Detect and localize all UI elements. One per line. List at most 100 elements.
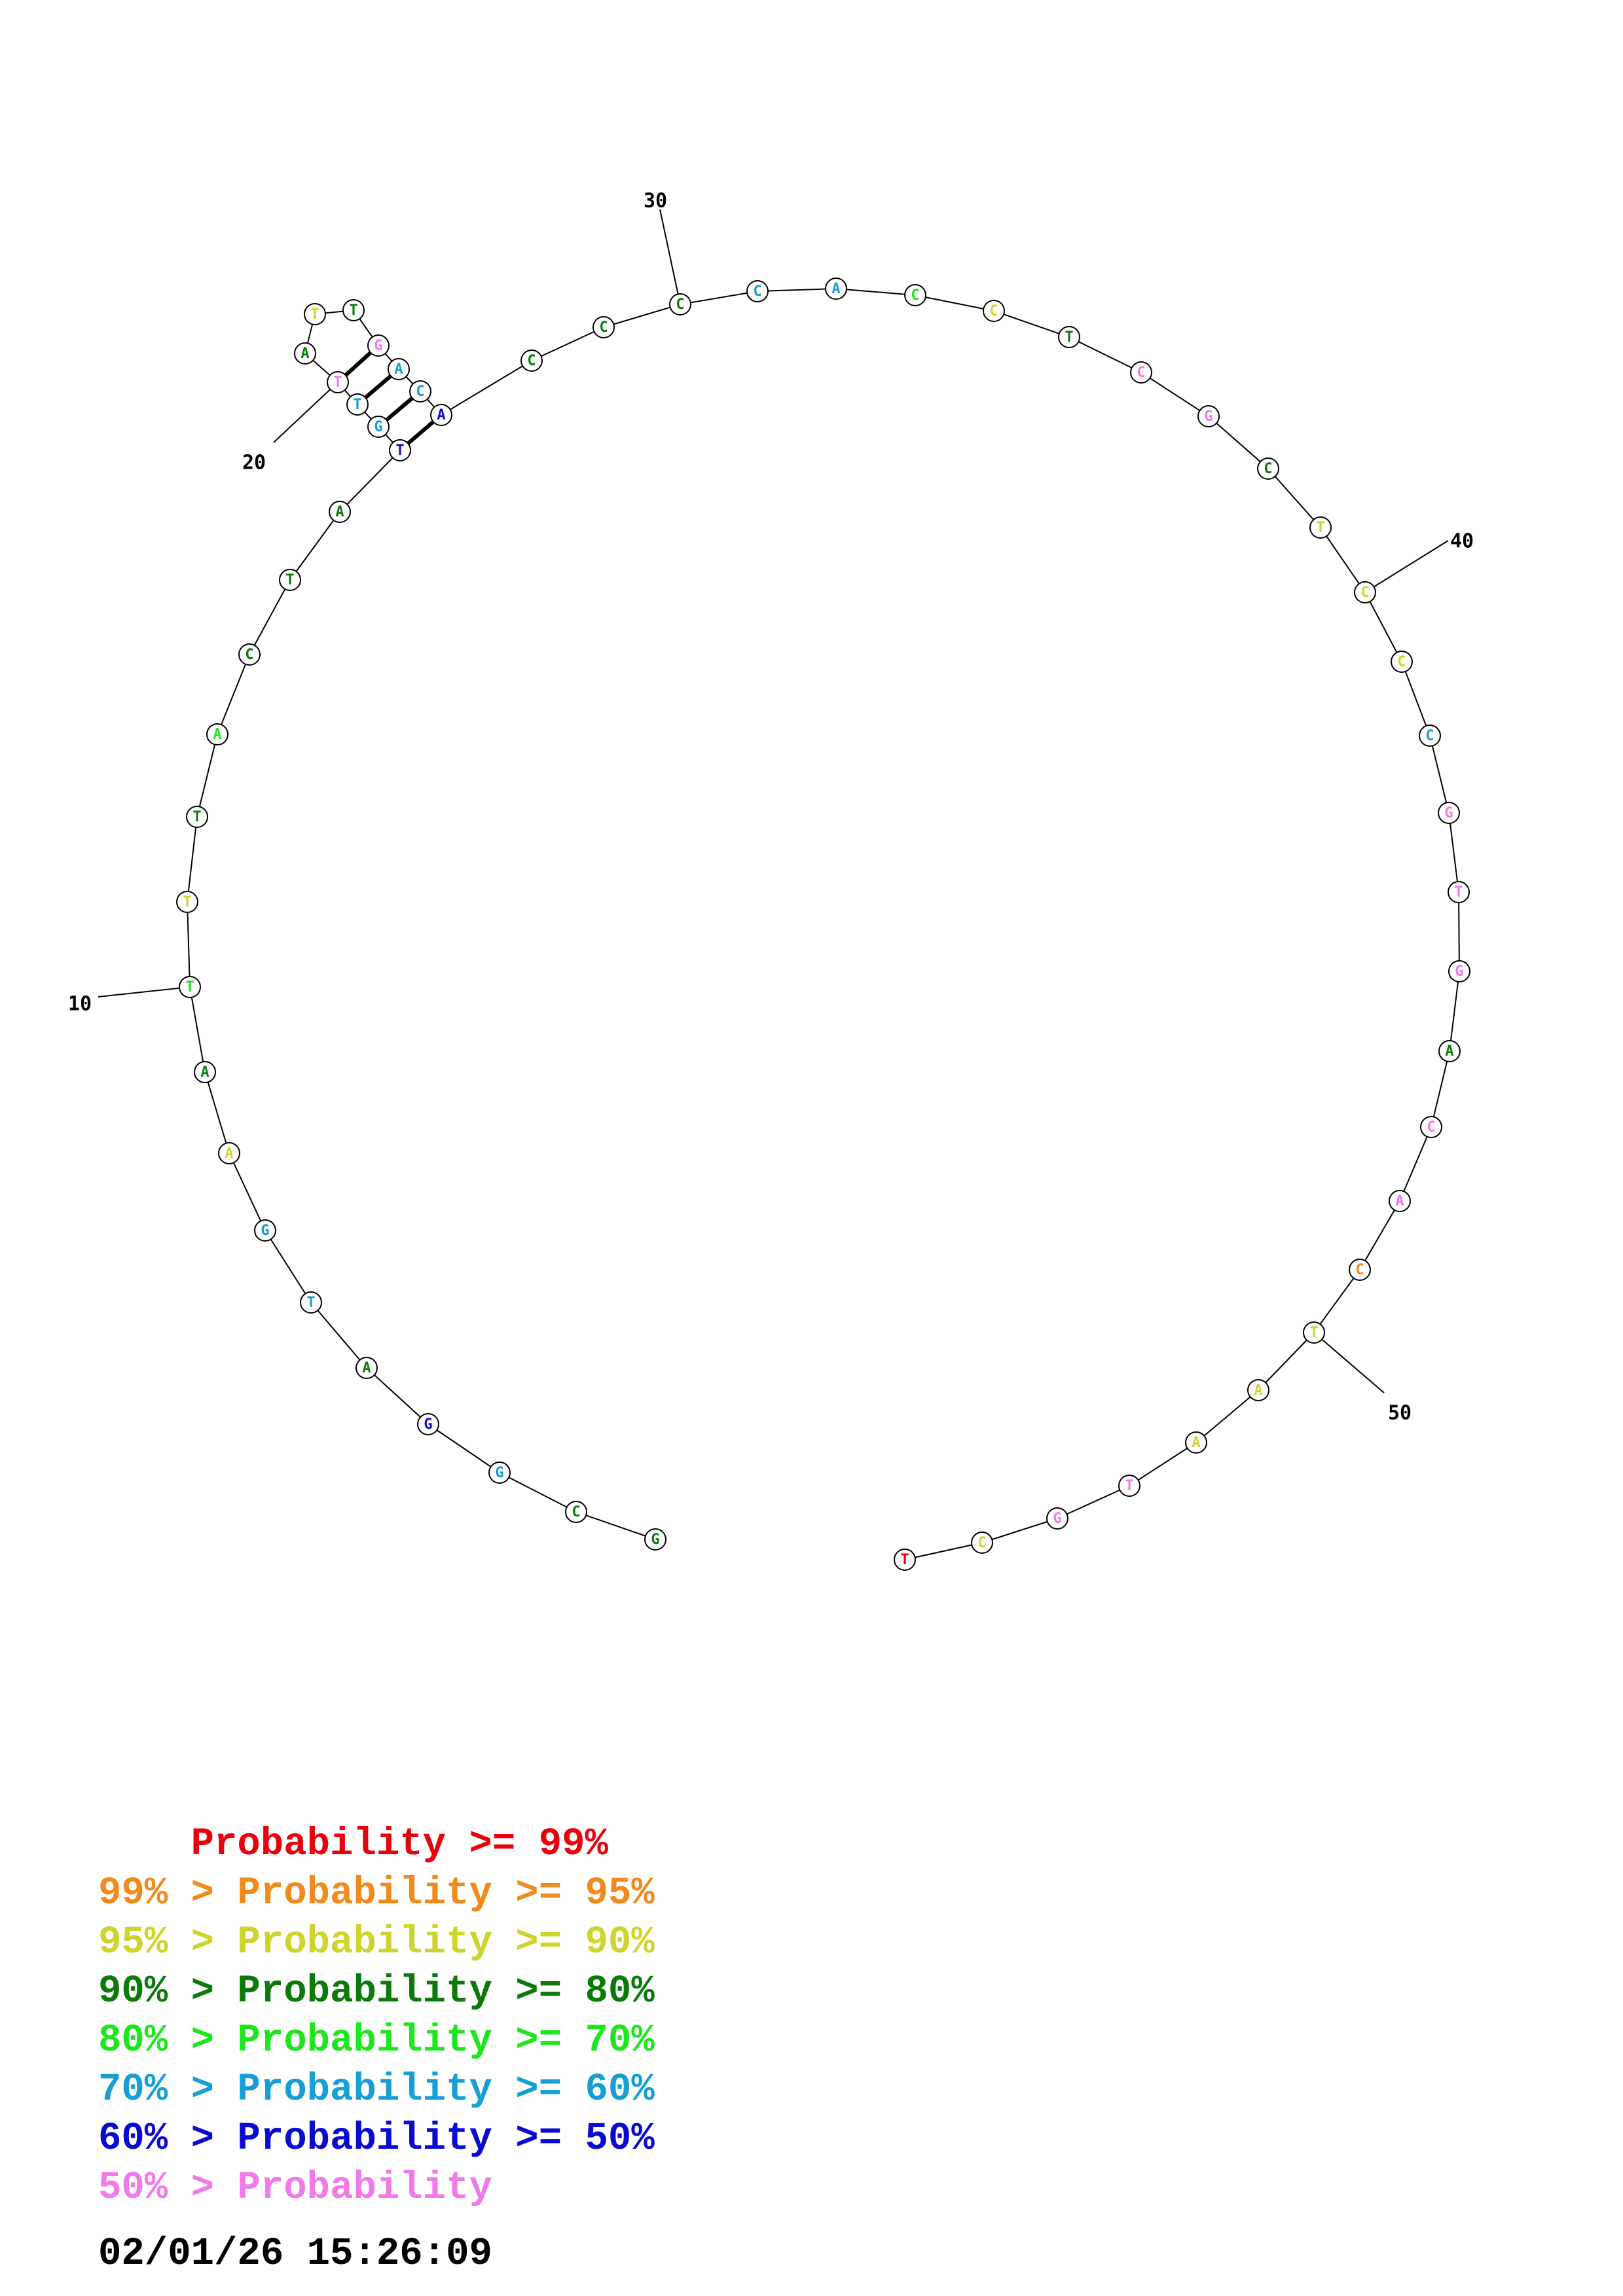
backbone-segment-28-29 (531, 327, 604, 361)
legend-row-4: 90% > Probability >= 80% (98, 1969, 655, 2013)
backbone-segment-36-37 (1140, 372, 1209, 417)
backbone-segment-49-50 (1313, 1269, 1360, 1333)
nucleotide-letter: G (495, 1465, 503, 1481)
backbone-segment-27-28 (441, 360, 532, 416)
nucleotide-circle (894, 1549, 916, 1571)
nucleotide-circle (746, 280, 769, 302)
nucleotide-16: A (329, 501, 351, 523)
nucleotide-circle (1247, 1379, 1269, 1401)
nucleotide-36: C (1130, 361, 1152, 384)
nucleotide-circle (971, 1532, 993, 1554)
nucleotide-letter: C (911, 287, 919, 304)
nucleotide-circle (356, 1357, 378, 1379)
backbone-segment-35-36 (1068, 336, 1142, 373)
nucleotide-letter: G (374, 419, 382, 435)
nucleotide-letter: C (1264, 461, 1272, 477)
nucleotide-circle (1303, 1321, 1325, 1344)
nucleotide-letter: A (335, 504, 344, 520)
nucleotide-letter: G (1455, 963, 1463, 980)
nucleotide-circle (1257, 457, 1279, 480)
nucleotide-letter: C (1137, 365, 1145, 381)
nucleotide-circle (644, 1528, 666, 1551)
nucleotide-letter: T (1065, 329, 1073, 346)
nucleotide-circle (389, 439, 411, 461)
backbone-segment-31-32 (757, 288, 837, 292)
backbone-segment-16-17 (339, 450, 401, 512)
nucleotide-55: C (971, 1532, 993, 1554)
position-ticks: 10 20 30 40 50 (68, 190, 1474, 1425)
legend-row-3: 95% > Probability >= 90% (98, 1920, 655, 1964)
nucleotide-circle (1438, 802, 1460, 824)
backbone-segment-51-52 (1195, 1390, 1259, 1443)
nucleotide-circle (327, 371, 349, 393)
nucleotide-39: T (1309, 516, 1332, 539)
backbone-segment-2-3 (499, 1472, 577, 1513)
nucleotide-letter: T (192, 809, 201, 825)
nucleotide-circle (1448, 881, 1470, 903)
backbone-segment-48-49 (1359, 1200, 1400, 1270)
backbone-segment-41-42 (1401, 661, 1431, 736)
nucleotide-circle (342, 299, 365, 321)
backbone-segment-47-48 (1399, 1126, 1432, 1202)
backbone-segment-6-7 (264, 1230, 312, 1303)
nucleotide-letter: T (1309, 1325, 1318, 1341)
legend-row-5: 80% > Probability >= 70% (98, 2018, 655, 2062)
nucleotide-letter: A (200, 1064, 209, 1081)
nucleotide-44: T (1448, 881, 1470, 903)
nucleotide-letter: C (527, 353, 536, 369)
nucleotide-28: C (520, 350, 543, 372)
nucleotide-circle (1197, 405, 1220, 427)
nucleotide-circle (669, 293, 691, 315)
nucleotide-letter: A (437, 407, 445, 423)
nucleotide-letter: C (245, 647, 253, 663)
nucleotide-circle (279, 569, 301, 591)
nucleotide-52: A (1185, 1431, 1207, 1454)
nucleotide-letter: C (1397, 654, 1406, 670)
nucleotide-37: G (1197, 405, 1220, 427)
nucleotide-9: A (194, 1061, 216, 1083)
nucleotide-letter: A (831, 281, 840, 297)
backbone-segment-33-34 (915, 295, 994, 312)
nucleotide-45: G (1448, 960, 1470, 982)
nucleotide-letter: T (1125, 1478, 1133, 1494)
nucleotide-circle (565, 1501, 587, 1523)
nucleotide-circle (417, 1413, 439, 1435)
nucleotide-29: C (593, 316, 615, 338)
nucleotide-circle (186, 806, 208, 828)
nucleotide-circle (1309, 516, 1332, 539)
nucleotide-circle (254, 1219, 276, 1242)
nucleotide-letter: T (353, 397, 361, 413)
nucleotide-letter: A (1192, 1435, 1200, 1451)
nucleotide-41: C (1391, 651, 1413, 673)
backbone-segment-42-43 (1429, 735, 1450, 814)
nucleotide-3: G (488, 1462, 511, 1484)
nucleotide-31: C (746, 280, 769, 302)
nucleotide-letter: T (306, 1295, 315, 1311)
position-label-40: 40 (1450, 530, 1474, 553)
nucleotide-circle (238, 643, 261, 666)
nucleotide-letter: A (362, 1360, 371, 1376)
backbone-segment-39-40 (1320, 527, 1366, 593)
position-label-10: 10 (68, 993, 92, 1016)
nucleotide-letter: T (900, 1552, 909, 1568)
nucleotide-25: A (388, 358, 410, 380)
nucleotide-letter: T (183, 894, 191, 910)
nucleotide-letter: C (416, 384, 424, 400)
nucleotide-46: A (1438, 1040, 1461, 1062)
nucleotide-circle (346, 393, 369, 416)
backbone-segment-13-14 (217, 654, 250, 735)
nucleotide-circle (329, 501, 351, 523)
position-tick-10 (98, 986, 191, 997)
nucleotide-circle (1130, 361, 1152, 384)
nucleotide-circle (430, 404, 452, 426)
backbone-segment-7-8 (228, 1153, 266, 1231)
position-label-50: 50 (1388, 1402, 1412, 1425)
timestamp: 02/01/26 15:26:09 (98, 2232, 492, 2276)
nucleotide-8: A (218, 1142, 240, 1164)
nucleotide-circle (1046, 1507, 1068, 1530)
backbone-segment-50-51 (1258, 1332, 1315, 1391)
nucleotide-letter: G (261, 1223, 269, 1239)
nucleotide-circle (179, 976, 201, 998)
nucleotide-42: C (1419, 725, 1441, 747)
nucleotide-letter: T (349, 302, 357, 319)
